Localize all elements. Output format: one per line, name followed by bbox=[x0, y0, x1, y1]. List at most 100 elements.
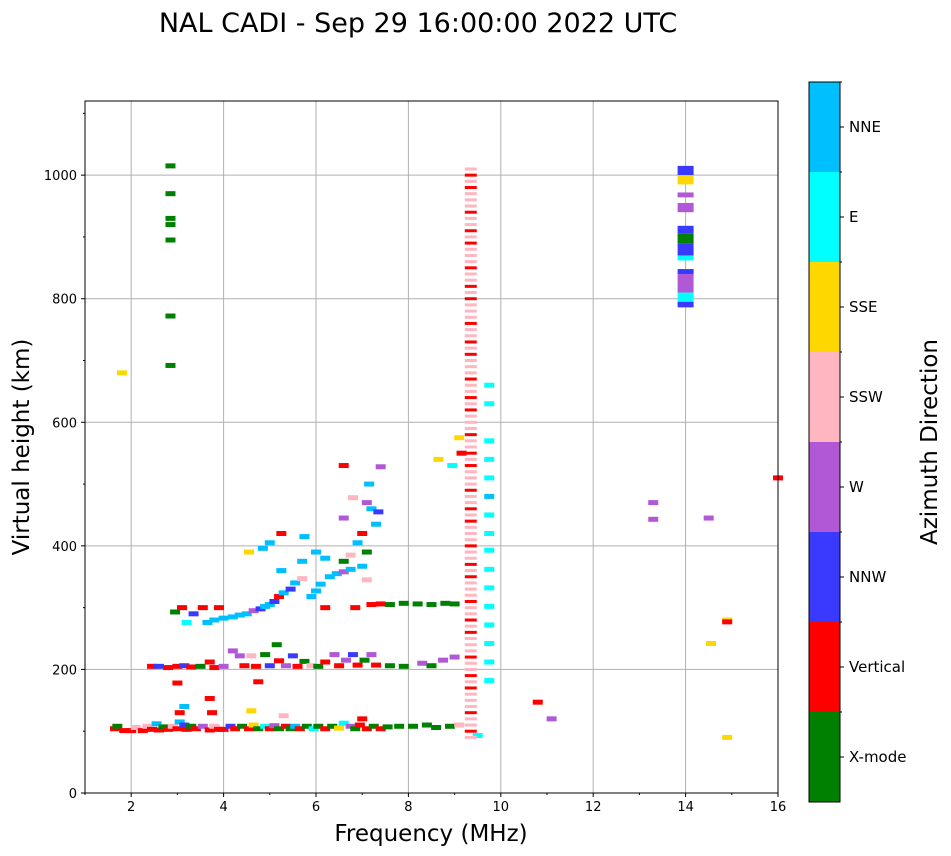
data-point bbox=[357, 563, 368, 569]
x-tick-label: 6 bbox=[312, 800, 320, 815]
streak-point bbox=[464, 674, 477, 678]
data-point bbox=[366, 506, 377, 512]
streak-point bbox=[464, 439, 477, 443]
stack-segment bbox=[677, 292, 694, 302]
data-point bbox=[338, 569, 349, 575]
colorbar-tick-label: Vertical bbox=[849, 658, 905, 676]
stack-segment bbox=[677, 243, 694, 256]
streak-point bbox=[464, 247, 477, 251]
data-point bbox=[703, 515, 714, 521]
colorbar-tick-label: X-mode bbox=[849, 748, 906, 766]
data-point bbox=[706, 640, 717, 646]
x-tick-label: 14 bbox=[677, 800, 694, 815]
colorbar: X-mode Vertical NNW W SSW SSE E NNE bbox=[808, 81, 906, 803]
data-point bbox=[177, 605, 188, 611]
streak-point bbox=[464, 637, 477, 641]
data-point bbox=[454, 435, 465, 441]
data-point bbox=[165, 222, 176, 228]
stack-segment bbox=[677, 301, 694, 308]
streak-point bbox=[464, 253, 477, 257]
x-tick-label: 8 bbox=[404, 800, 412, 815]
streak-point bbox=[464, 309, 477, 313]
data-point bbox=[648, 516, 659, 522]
streak-point bbox=[464, 445, 477, 449]
data-point bbox=[174, 719, 185, 725]
colorbar-label: Azimuth Direction bbox=[917, 339, 943, 545]
data-point bbox=[375, 464, 386, 470]
streak-point bbox=[464, 377, 477, 381]
data-point bbox=[285, 586, 296, 592]
data-point bbox=[271, 642, 282, 648]
data-point bbox=[299, 534, 310, 540]
data-point bbox=[227, 614, 238, 620]
streak-point bbox=[464, 698, 477, 702]
stack-segment bbox=[677, 165, 694, 176]
streak-point bbox=[464, 328, 477, 332]
streak-point bbox=[464, 389, 477, 393]
streak-point bbox=[464, 735, 477, 739]
data-point bbox=[207, 710, 218, 716]
data-point bbox=[484, 640, 495, 646]
streak-point bbox=[464, 723, 477, 727]
data-point bbox=[195, 663, 206, 669]
data-point bbox=[484, 622, 495, 628]
data-point bbox=[361, 500, 372, 506]
streak-point bbox=[464, 414, 477, 418]
data-point bbox=[119, 728, 130, 734]
data-point bbox=[484, 566, 495, 572]
data-point bbox=[294, 726, 305, 732]
streak-point bbox=[464, 186, 477, 189]
data-point bbox=[197, 605, 208, 611]
data-point bbox=[165, 215, 176, 221]
colorbar-segment bbox=[809, 352, 840, 442]
data-point bbox=[287, 653, 298, 659]
streak-point bbox=[464, 717, 477, 721]
data-point bbox=[444, 723, 455, 729]
data-point bbox=[371, 662, 382, 668]
streak-point bbox=[464, 556, 477, 560]
data-point bbox=[137, 728, 148, 734]
data-point bbox=[301, 723, 312, 729]
data-point bbox=[292, 663, 303, 669]
data-point bbox=[234, 612, 245, 618]
data-point bbox=[438, 657, 449, 663]
data-point bbox=[165, 163, 176, 169]
streak-point bbox=[464, 599, 477, 603]
colorbar-tick-label: NNE bbox=[849, 118, 881, 136]
data-point bbox=[146, 726, 157, 732]
data-point bbox=[116, 370, 127, 376]
data-point bbox=[361, 726, 372, 732]
data-point bbox=[230, 726, 241, 732]
data-point bbox=[218, 726, 229, 732]
data-point bbox=[264, 540, 275, 546]
axis-ticks: 2 4 6 8 10 12 14 16 0 200 400 600 800 1000 bbox=[44, 112, 786, 815]
streak-point bbox=[464, 260, 477, 264]
streak-point bbox=[464, 711, 477, 715]
data-point bbox=[202, 619, 213, 625]
streak-point bbox=[464, 538, 477, 542]
y-tick-label: 400 bbox=[52, 540, 77, 555]
data-point bbox=[172, 680, 183, 686]
streak-point bbox=[464, 315, 477, 319]
colorbar-tick-label: W bbox=[849, 478, 864, 496]
data-point bbox=[484, 659, 495, 665]
streak-point bbox=[464, 692, 477, 696]
streak-point bbox=[464, 507, 477, 511]
streak-point bbox=[464, 624, 477, 628]
data-point bbox=[181, 619, 192, 625]
x-tick-label: 12 bbox=[585, 800, 602, 815]
data-point bbox=[142, 723, 153, 729]
data-point bbox=[313, 663, 324, 669]
data-point bbox=[341, 657, 352, 663]
data-point bbox=[398, 600, 409, 606]
streak-point bbox=[464, 525, 477, 529]
data-point bbox=[361, 577, 372, 583]
data-point bbox=[244, 549, 255, 555]
data-point bbox=[484, 512, 495, 518]
colorbar-segment bbox=[809, 532, 840, 622]
data-point bbox=[350, 605, 361, 611]
colorbar-tick-label: E bbox=[849, 208, 858, 226]
data-point bbox=[412, 601, 423, 607]
data-point bbox=[484, 382, 495, 388]
stack-segment bbox=[677, 274, 694, 293]
